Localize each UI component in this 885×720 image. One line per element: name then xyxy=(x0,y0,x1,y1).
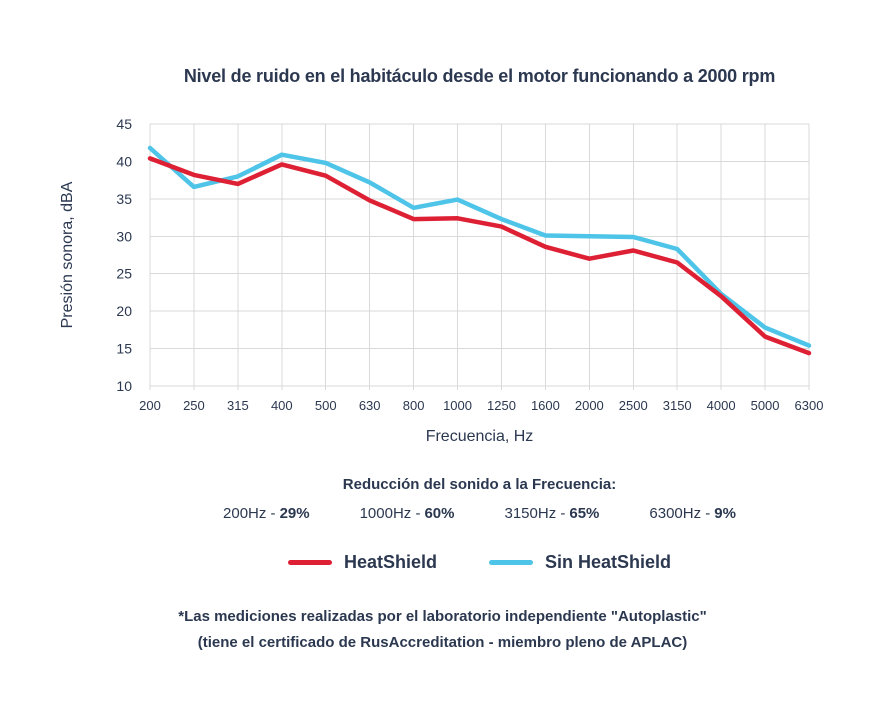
x-tick-label: 400 xyxy=(271,398,293,413)
x-tick-label: 200 xyxy=(139,398,161,413)
x-tick-label: 800 xyxy=(403,398,425,413)
y-tick-label: 40 xyxy=(116,153,132,169)
footnote: *Las mediciones realizadas por el labora… xyxy=(0,604,885,656)
legend-label-sin-heatshield: Sin HeatShield xyxy=(545,552,672,572)
reduction-value: 29% xyxy=(279,505,310,522)
x-tick-label: 5000 xyxy=(751,398,780,413)
legend-line-swatch-blue xyxy=(489,560,533,565)
series-line-heatshield xyxy=(147,156,812,356)
y-tick-label: 25 xyxy=(116,266,132,282)
y-tick-label: 20 xyxy=(116,303,132,319)
series-line-sin-heatshield xyxy=(147,145,812,348)
legend-item-sin-heatshield: Sin HeatShield xyxy=(489,552,671,573)
reduction-item-200hz: 200Hz -29% xyxy=(223,505,310,522)
reduction-item-3150hz: 3150Hz -65% xyxy=(505,505,600,522)
reduction-item-6300hz: 6300Hz -9% xyxy=(649,505,736,522)
footnote-line-1: *Las mediciones realizadas por el labora… xyxy=(178,608,707,625)
y-tick-label: 35 xyxy=(116,191,132,207)
y-tick-label: 30 xyxy=(116,228,132,244)
x-tick-label: 630 xyxy=(359,398,381,413)
x-tick-label: 250 xyxy=(183,398,205,413)
footnote-line-2: (tiene el certificado de RusAccreditatio… xyxy=(197,634,688,651)
x-tick-label: 2000 xyxy=(575,398,604,413)
reduction-list: 200Hz -29% 1000Hz -60% 3150Hz -65% 6300H… xyxy=(150,505,809,522)
reduction-freq: 200Hz - xyxy=(223,505,276,522)
y-tick-label: 45 xyxy=(116,116,132,132)
y-tick-label: 10 xyxy=(116,378,132,394)
chart-title: Nivel de ruido en el habitáculo desde el… xyxy=(183,66,776,86)
reduction-value: 9% xyxy=(714,505,736,522)
x-axis-title: Frecuencia, Hz xyxy=(425,428,534,445)
x-tick-label: 2500 xyxy=(619,398,648,413)
reduction-freq: 6300Hz - xyxy=(649,505,711,522)
x-tick-label: 315 xyxy=(227,398,249,413)
reduction-value: 65% xyxy=(569,505,600,522)
x-tick-label: 1600 xyxy=(531,398,560,413)
x-tick-label: 1250 xyxy=(487,398,516,413)
x-tick-label: 3150 xyxy=(663,398,692,413)
reduction-value: 60% xyxy=(424,505,455,522)
x-tick-label: 4000 xyxy=(707,398,736,413)
reduction-title: Reducción del sonido a la Frecuencia: xyxy=(342,476,617,493)
line-chart: 45 40 35 30 25 20 15 10 200 250 315 400 500 630 800 100… xyxy=(116,116,824,413)
legend-label-heatshield: HeatShield xyxy=(343,552,437,572)
reduction-freq: 1000Hz - xyxy=(359,505,421,522)
x-tick-label: 1000 xyxy=(443,398,472,413)
x-tick-label: 6300 xyxy=(795,398,824,413)
legend-item-heatshield: HeatShield xyxy=(287,552,437,573)
chart-legend: HeatShield Sin HeatShield xyxy=(150,552,809,573)
x-tick-label: 500 xyxy=(315,398,337,413)
reduction-item-1000hz: 1000Hz -60% xyxy=(360,505,455,522)
legend-line-swatch-red xyxy=(287,560,332,565)
reduction-freq: 3150Hz - xyxy=(504,505,566,522)
y-tick-label: 15 xyxy=(116,341,132,357)
